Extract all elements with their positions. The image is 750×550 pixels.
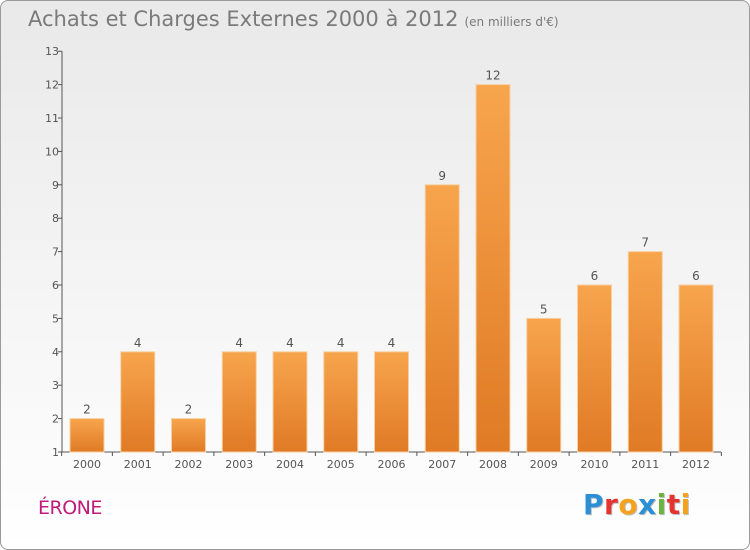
bar-value-label: 12	[485, 69, 500, 83]
bar-value-label: 2	[83, 403, 91, 417]
bar-value-label: 4	[388, 336, 396, 350]
bar	[627, 251, 663, 453]
bar	[424, 184, 460, 453]
y-tick-label: 6	[52, 279, 59, 292]
bar-value-label: 5	[540, 302, 548, 316]
chart-title: Achats et Charges Externes 2000 à 2012 (e…	[28, 7, 559, 31]
x-tick-label: 2003	[225, 458, 253, 471]
x-tick-label: 2009	[530, 458, 558, 471]
x-tick-label: 2012	[682, 458, 710, 471]
bar-value-label: 7	[641, 236, 649, 250]
proxiti-logo: Proxiti	[583, 488, 691, 521]
x-tick-label: 2000	[73, 458, 101, 471]
bar	[69, 418, 105, 453]
data-labels: 2 4 2 4 4 4 4 9 12 5 6 7 6	[83, 69, 700, 417]
bar-value-label: 4	[337, 336, 345, 350]
y-tick-label: 11	[45, 112, 59, 125]
bar	[374, 351, 409, 453]
y-tick-label: 4	[52, 346, 59, 359]
bar-value-label: 6	[591, 269, 599, 283]
x-tick-label: 2006	[378, 458, 406, 471]
commune-name: ÉRONE	[38, 497, 102, 519]
bar-value-label: 2	[185, 403, 193, 417]
y-tick-label: 9	[52, 179, 59, 192]
bar	[526, 317, 562, 453]
x-tick-label: 2008	[479, 458, 507, 471]
bar	[577, 284, 612, 453]
x-tick-label: 2002	[175, 458, 203, 471]
x-tick-label: 2005	[327, 458, 355, 471]
y-tick-label: 2	[52, 413, 59, 426]
x-tick-label: 2007	[428, 458, 456, 471]
x-tick-label: 2011	[631, 458, 659, 471]
y-tick-label: 8	[52, 212, 59, 225]
bar-value-label: 4	[286, 336, 294, 350]
y-tick-label: 12	[45, 79, 59, 92]
bar	[221, 351, 257, 453]
bar	[475, 84, 511, 453]
bar-value-label: 4	[235, 336, 243, 350]
bar	[323, 351, 359, 453]
bar	[272, 351, 308, 453]
bar-value-label: 4	[134, 336, 142, 350]
bar	[678, 284, 714, 453]
y-tick-label: 1	[52, 446, 59, 459]
bar	[120, 351, 156, 453]
x-tick-label: 2004	[276, 458, 304, 471]
bar-value-label: 9	[438, 169, 446, 183]
x-tick-label: 2001	[124, 458, 152, 471]
bar-value-label: 6	[692, 269, 700, 283]
y-tick-label: 3	[52, 379, 59, 392]
unit-label: (en milliers d'€)	[464, 15, 559, 29]
title-text: Achats et Charges Externes 2000 à 2012	[28, 7, 459, 31]
y-tick-label: 13	[45, 45, 59, 58]
bars	[69, 84, 714, 453]
y-tick-label: 7	[52, 246, 59, 259]
y-tick-label: 5	[52, 312, 59, 325]
bar	[171, 418, 206, 453]
y-tick-label: 10	[45, 145, 59, 158]
x-tick-label: 2010	[581, 458, 609, 471]
